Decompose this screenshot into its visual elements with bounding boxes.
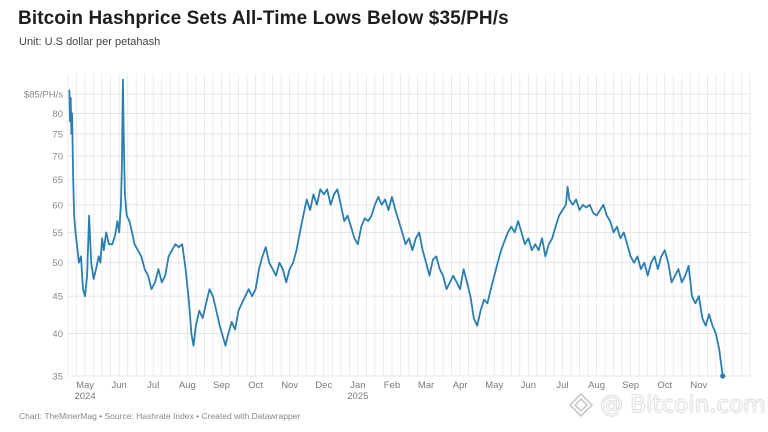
y-tick-label: 50 — [52, 258, 63, 269]
bitcoin-com-logo-icon — [568, 392, 594, 418]
x-tick-label: Oct — [248, 380, 263, 391]
x-tick-label: Apr — [453, 380, 468, 391]
y-tick-label: 60 — [52, 200, 63, 211]
watermark: @ Bitcoin.com — [568, 392, 766, 418]
x-tick-label: Jun — [521, 380, 536, 391]
x-tick-label: Nov — [690, 380, 707, 391]
grid — [67, 74, 751, 377]
y-tick-label: 55 — [52, 228, 63, 239]
y-tick-label: 45 — [52, 292, 63, 303]
x-tick-label: Mar — [418, 380, 434, 391]
y-axis: $85/PH/s 80 75 70 65 60 55 50 45 40 35 — [24, 90, 63, 383]
y-tick-label: 40 — [52, 329, 63, 340]
x-tick-label: Jul — [556, 380, 568, 391]
y-tick-label: 80 — [52, 109, 63, 120]
x-tick-label: Jun — [111, 380, 126, 391]
x-tick-year-label: 2025 — [347, 391, 368, 402]
x-tick-label: Aug — [588, 380, 605, 391]
x-tick-label: Sep — [213, 380, 230, 391]
y-tick-label: 75 — [52, 129, 63, 140]
chart-title: Bitcoin Hashprice Sets All-Time Lows Bel… — [18, 8, 509, 29]
source-credit: Chart: TheMinerMag • Source: Hashrate In… — [19, 411, 301, 421]
x-tick-label: Dec — [315, 380, 332, 391]
series-endpoint-marker — [720, 373, 726, 379]
series-layer — [68, 78, 726, 379]
x-tick-label: Sep — [622, 380, 639, 391]
series-line-hashprice — [68, 78, 724, 377]
watermark-text: @ Bitcoin.com — [600, 392, 766, 418]
x-tick-label: Nov — [281, 380, 298, 391]
x-tick-label: May — [76, 380, 94, 391]
y-tick-label: 70 — [52, 151, 63, 162]
y-tick-label: 65 — [52, 175, 63, 186]
chart-subtitle: Unit: U.S dollar per petahash — [19, 36, 161, 48]
x-tick-label: Aug — [179, 380, 196, 391]
y-tick-label: $85/PH/s — [24, 90, 63, 101]
x-tick-label: Feb — [384, 380, 400, 391]
x-tick-label: Oct — [657, 380, 672, 391]
x-tick-label: Jan — [350, 380, 365, 391]
x-tick-label: Jul — [147, 380, 159, 391]
x-tick-label: May — [485, 380, 503, 391]
x-tick-year-label: 2024 — [74, 391, 95, 402]
y-tick-label: 35 — [52, 372, 63, 383]
